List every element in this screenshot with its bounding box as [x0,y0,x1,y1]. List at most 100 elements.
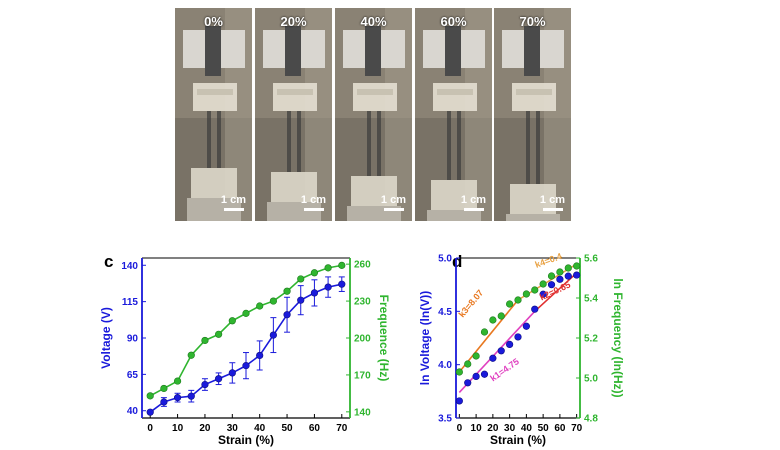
strain-label: 70% [519,14,546,29]
ln-frequency-point [455,368,463,376]
y-axis-title: ln Voltage (ln(V)) [418,291,432,385]
ln-frequency-point [464,360,472,368]
y2-tick-label: 260 [354,260,371,271]
y2-tick-label: 5.0 [584,374,598,385]
chart-c-voltage-frequency: 0 10 20 30 40 50 60 70 40 65 90 115 140 140 170 200 230 2… [99,257,391,447]
ln-voltage-point [573,271,581,279]
holder-ridge [277,89,313,95]
ln-frequency-point [506,300,514,308]
frequency-point [242,309,250,317]
strain-photo: 40% 1 cm [335,8,412,221]
photo-graphic [494,8,571,221]
holder-ridge [516,89,552,95]
ln-frequency-point [573,262,581,270]
bottom-clamp [187,198,241,221]
fit-line-k1 [458,310,536,393]
x-tick-label: 50 [538,423,550,434]
scale-bar [543,208,563,211]
bottom-clamp [506,214,560,221]
frequency-point [283,287,291,295]
clamp-bolt [205,26,221,76]
y2-tick-label: 4.8 [584,414,598,425]
scale-bar-label: 1 cm [380,194,406,206]
ln-voltage-point [506,340,514,348]
voltage-point [338,280,346,288]
x-tick-label: 10 [172,423,184,434]
photo-graphic [335,8,412,221]
photo-graphic [255,8,332,221]
y2-tick-label: 140 [354,407,371,418]
y-tick-label: 115 [122,297,139,308]
x-tick-label: 20 [487,423,499,434]
ln-voltage-point [514,333,522,341]
frequency-point [338,261,346,269]
voltage-point [187,392,195,400]
y-tick-label: 140 [121,261,138,272]
ln-voltage-point [489,354,497,362]
strain-label: 0% [204,14,223,29]
ln-voltage-point [547,281,556,289]
x-tick-label: 0 [147,423,153,434]
frequency-point [187,351,195,359]
voltage-point [242,362,250,370]
ln-frequency-point [480,328,489,336]
fit-slope-label: k4=0.4 [534,251,564,270]
voltage-point [201,380,209,389]
photo-graphic [415,8,492,221]
upper-holder [433,83,477,111]
ln-voltage-point [497,347,505,355]
upper-holder [353,83,397,111]
scale-bar [224,208,244,211]
voltage-point [146,408,154,416]
voltage-point [173,394,182,402]
x-tick-label: 40 [254,423,266,434]
y-axis-title: Voltage (V) [99,307,113,369]
x-tick-label: 10 [471,423,483,434]
strain-photo-strip: 0% 1 cm 20% 1 cm 40% 1 cm 60% 1 cm 70% 1 cm [175,8,571,221]
y2-tick-label: 230 [354,297,371,308]
frequency-point [310,269,319,277]
y-tick-label: 4.5 [438,307,452,318]
frequency-point [160,384,168,393]
strain-photo: 70% 1 cm [494,8,571,221]
scale-bar [464,208,484,211]
y-tick-label: 4.0 [438,360,452,371]
scale-bar-label: 1 cm [460,194,486,206]
x-axis-title: Strain (%) [490,433,546,447]
strain-label: 40% [360,14,387,29]
voltage-point [256,351,264,360]
scale-bar-label: 1 cm [220,194,246,206]
x-tick-label: 40 [521,423,533,434]
y-tick-label: 40 [127,406,139,417]
voltage-point [228,369,236,377]
ln-voltage-point [564,272,572,280]
strain-label: 20% [280,14,307,29]
y2-tick-label: 5.4 [584,294,598,305]
frequency-point [269,297,277,305]
x-tick-label: 30 [227,423,239,434]
y-tick-label: 3.5 [438,414,452,425]
clamp-bolt [285,26,301,76]
clamp-bolt [365,26,381,76]
lower-holder [431,180,477,210]
fiber-right [457,111,461,180]
ln-voltage-point [464,379,472,387]
fit-line-k3 [458,299,519,373]
fit-slope-label: k3=8.07 [457,288,486,320]
photo-graphic [175,8,252,221]
x-tick-label: 70 [571,423,583,434]
strain-photo: 20% 1 cm [255,8,332,221]
y2-tick-label: 170 [354,370,371,381]
bottom-clamp [427,210,481,221]
y2-tick-label: 5.2 [584,334,598,345]
frequency-point [215,330,223,338]
fiber-left [207,111,211,168]
voltage-point [160,398,168,406]
frequency-point [228,317,236,325]
ln-voltage-point [472,372,480,380]
holder-ridge [437,89,473,95]
ln-frequency-point [514,296,522,304]
strain-photo: 60% 1 cm [415,8,492,221]
frequency-point [201,336,209,345]
voltage-point [310,289,319,297]
